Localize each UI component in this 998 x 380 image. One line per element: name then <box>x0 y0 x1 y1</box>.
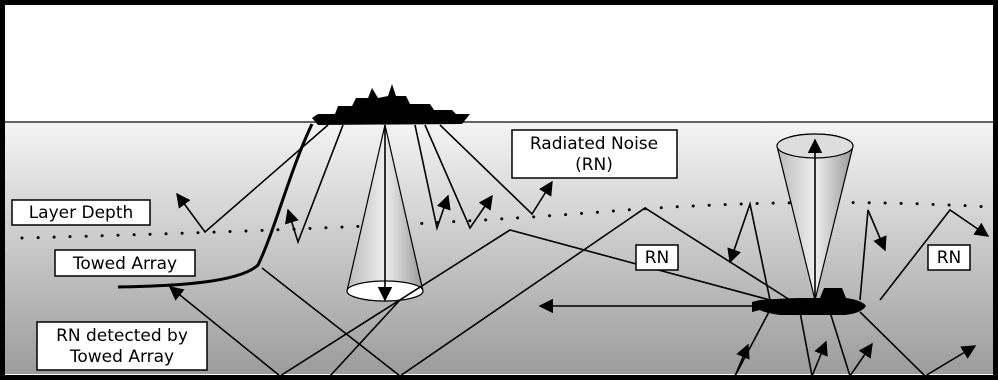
label-text: RN detected by <box>56 326 188 346</box>
label-text: Layer Depth <box>29 203 134 223</box>
label-text: Towed Array <box>69 347 174 367</box>
label-text: RN <box>645 248 670 268</box>
label-text: RN <box>937 248 962 268</box>
sonar-diagram: Radiated Noise (RN) Layer Depth Towed Ar… <box>0 0 998 380</box>
label-rn: RN <box>636 245 678 270</box>
label-text: Towed Array <box>72 254 177 274</box>
label-radiated-noise: Radiated Noise (RN) <box>512 130 677 178</box>
label-text: (RN) <box>575 155 613 175</box>
label-rn: RN <box>928 245 970 270</box>
label-towed-array: Towed Array <box>55 250 195 276</box>
label-layer-depth: Layer Depth <box>12 200 150 225</box>
label-rn-detected: RN detected by Towed Array <box>37 322 207 370</box>
label-text: Radiated Noise <box>530 134 658 154</box>
